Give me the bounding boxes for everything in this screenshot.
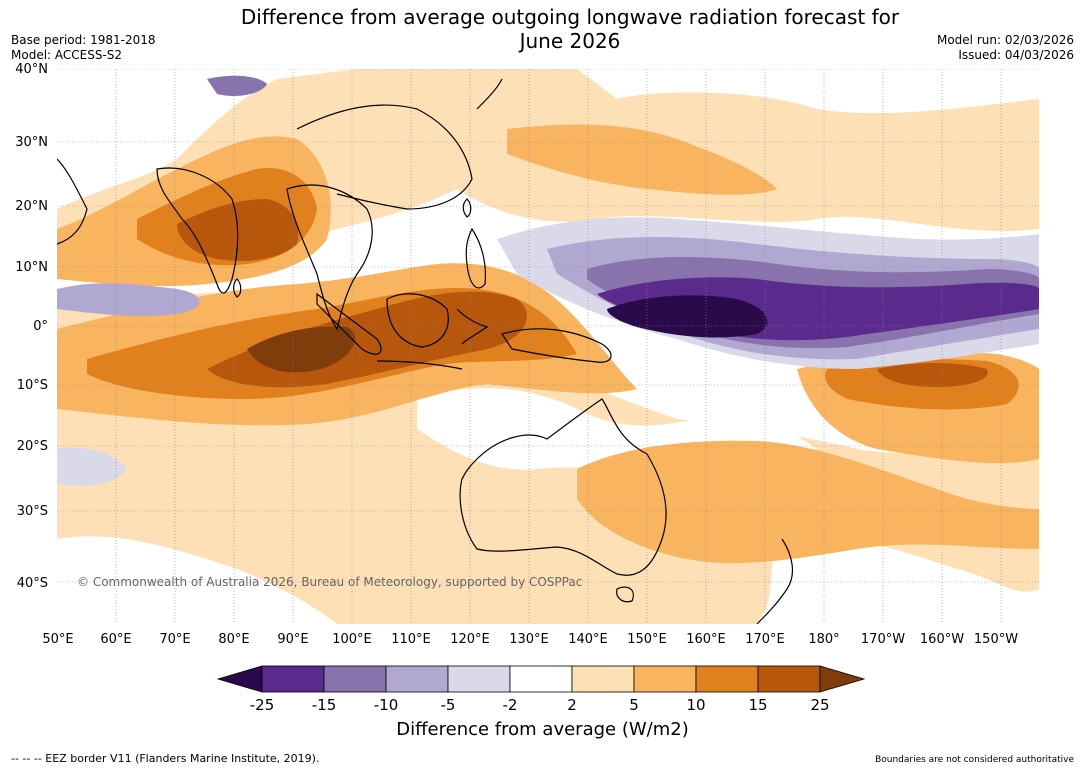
issued-date: Issued: 04/03/2026 <box>958 48 1074 62</box>
colorbar-bin-1 <box>261 665 325 693</box>
lon-label-140e: 140°E <box>568 632 608 647</box>
colorbar-bin-4 <box>447 665 511 693</box>
lat-label-40s: 40°S <box>16 576 48 591</box>
colorbar-bin-5 <box>509 665 573 693</box>
colorbar-title: Difference from average (W/m2) <box>396 719 689 740</box>
colorbar-tick-5: 5 <box>629 696 639 714</box>
colorbar-arrow-low <box>216 665 263 693</box>
lon-label-60e: 60°E <box>100 632 132 647</box>
lon-label-150w: 150°W <box>973 632 1019 647</box>
colorbar-tick-10: 10 <box>686 696 706 714</box>
lon-label-170e: 170°E <box>745 632 785 647</box>
model-run: Model run: 02/03/2026 <box>936 33 1074 47</box>
lat-label-20s: 20°S <box>16 439 48 454</box>
coast-sumatra <box>316 292 382 355</box>
lon-label-130e: 130°E <box>509 632 549 647</box>
anomaly-orange-australia <box>577 440 1039 564</box>
lon-label-170w: 170°W <box>860 632 906 647</box>
lon-label-50e: 50°E <box>42 632 74 647</box>
anomaly-neutral-se <box>757 536 1039 624</box>
coast-australia <box>459 398 667 576</box>
anomaly-purple-indian-south <box>57 447 127 486</box>
graticule <box>57 69 1039 624</box>
coast-taiwan <box>462 198 472 218</box>
lat-label-30n: 30°N <box>15 135 48 150</box>
anomaly-neutral-sw <box>57 536 337 624</box>
meta-right: Model run: 02/03/2026 Issued: 04/03/2026 <box>937 33 1074 63</box>
anomaly-darkest-core <box>247 326 356 373</box>
coast-sri-lanka <box>233 278 242 298</box>
model-name: Model: ACCESS-S2 <box>11 48 123 62</box>
lon-label-180: 180° <box>808 632 840 647</box>
colorbar <box>200 660 890 740</box>
colorbar-tick-25: 25 <box>810 696 830 714</box>
colorbar-tick-15: 15 <box>748 696 768 714</box>
coast-india <box>156 167 239 294</box>
anomaly-fields <box>57 69 1039 624</box>
colorbar-bin-3 <box>385 665 449 693</box>
colorbar-tick-2: 2 <box>567 696 577 714</box>
coastlines <box>57 78 794 624</box>
coast-new-guinea <box>501 328 612 363</box>
coast-philippines <box>465 227 487 289</box>
lon-label-90e: 90°E <box>277 632 309 647</box>
map-svg: © Commonwealth of Australia 2026, Bureau… <box>57 69 1039 624</box>
lon-label-80e: 80°E <box>218 632 250 647</box>
coast-japan <box>476 78 503 110</box>
colorbar-tick-minus10: -10 <box>373 696 399 714</box>
copyright-notice: © Commonwealth of Australia 2026, Bureau… <box>77 575 582 589</box>
lon-label-100e: 100°E <box>332 632 372 647</box>
colorbar-bin-6 <box>571 665 635 693</box>
coast-tasmania <box>616 586 634 603</box>
lat-label-20n: 20°N <box>15 199 48 214</box>
lon-label-110e: 110°E <box>391 632 431 647</box>
title-line-2: June 2026 <box>519 29 621 53</box>
anomaly-brown-pacific <box>877 363 988 387</box>
boundaries-disclaimer: Boundaries are not considered authoritat… <box>875 755 1074 765</box>
meta-left: Base period: 1981-2018 Model: ACCESS-S2 <box>11 33 156 63</box>
colorbar-arrow-high <box>819 665 866 693</box>
lon-label-150e: 150°E <box>627 632 667 647</box>
lat-label-10s: 10°S <box>16 378 48 393</box>
colorbar-tick-minus2: -2 <box>502 696 518 714</box>
map-title: Difference from average outgoing longwav… <box>170 5 970 53</box>
anomaly-orange-north-pacific <box>507 124 777 195</box>
anomaly-purple-arabian <box>57 283 200 317</box>
coast-borneo <box>386 293 449 348</box>
olr-anomaly-map: © Commonwealth of Australia 2026, Bureau… <box>57 69 1039 624</box>
lat-label-40n: 40°N <box>15 62 48 77</box>
lon-label-120e: 120°E <box>450 632 490 647</box>
coast-java <box>376 360 463 370</box>
lon-label-70e: 70°E <box>159 632 191 647</box>
base-period: Base period: 1981-2018 <box>11 33 156 47</box>
lon-label-160e: 160°E <box>686 632 726 647</box>
eez-border-note: -- -- -- EEZ border V11 (Flanders Marine… <box>11 752 320 765</box>
lon-label-160w: 160°W <box>919 632 965 647</box>
lat-label-0: 0° <box>33 319 48 334</box>
colorbar-bin-2 <box>323 665 387 693</box>
coast-new-zealand <box>756 538 794 624</box>
colorbar-bin-9 <box>757 665 821 693</box>
anomaly-deepest-purple-core <box>607 295 768 338</box>
colorbar-svg <box>216 665 866 693</box>
coast-china <box>296 104 473 210</box>
coast-sulawesi <box>456 308 489 345</box>
colorbar-tick-minus25: -25 <box>249 696 275 714</box>
colorbar-tick-minus15: -15 <box>311 696 337 714</box>
anomaly-purple-himalaya <box>207 75 267 96</box>
colorbar-tick-minus5: -5 <box>440 696 456 714</box>
colorbar-bin-8 <box>695 665 759 693</box>
colorbar-bin-7 <box>633 665 697 693</box>
coast-indochina <box>286 184 373 331</box>
coast-arabia <box>57 158 88 245</box>
lat-label-30s: 30°S <box>16 504 48 519</box>
title-line-1: Difference from average outgoing longwav… <box>240 5 900 29</box>
lat-label-10n: 10°N <box>15 260 48 275</box>
